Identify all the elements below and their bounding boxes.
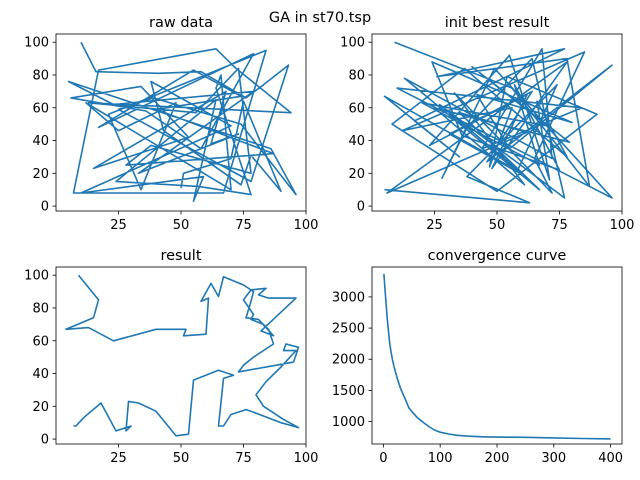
y-tick-label: 100 (340, 36, 365, 51)
y-tick-label: 40 (32, 134, 49, 149)
series-line (67, 41, 297, 202)
y-tick-label: 100 (24, 269, 49, 284)
y-tick-label: 80 (32, 68, 49, 83)
y-tick-label: 80 (32, 301, 49, 316)
x-tick-label: 50 (489, 218, 506, 233)
y-tick-label: 20 (32, 400, 49, 415)
subplot-1: 25 50 75 100 0 20 40 60 80 100 raw data (24, 15, 318, 233)
y-tick-label: 2000 (332, 353, 365, 368)
x-tick-label: 300 (541, 451, 566, 466)
series-line (65, 274, 300, 437)
subplot-4: 0 100 200 300 400 1000 1500 2000 2500 3000 converg… (332, 248, 623, 466)
y-tick-label: 1000 (332, 415, 365, 430)
y-tick-label: 40 (32, 367, 49, 382)
series-line (383, 273, 611, 440)
subplot-3: 25 50 75 100 0 20 40 60 80 100 result (24, 248, 318, 466)
y-tick-label: 60 (32, 334, 49, 349)
y-tick-label: 2500 (332, 322, 365, 337)
x-tick-label: 75 (235, 451, 252, 466)
x-tick-label: 25 (426, 218, 443, 233)
y-tick-label: 0 (41, 433, 49, 448)
y-tick-label: 1500 (332, 384, 365, 399)
x-tick-label: 50 (173, 451, 190, 466)
x-tick-label: 75 (551, 218, 568, 233)
y-tick-label: 40 (348, 134, 365, 149)
x-tick-label: 400 (598, 451, 623, 466)
x-tick-label: 50 (173, 218, 190, 233)
subplot-title: init best result (445, 15, 550, 31)
x-tick-label: 25 (110, 451, 127, 466)
x-tick-label: 25 (110, 218, 127, 233)
y-tick-label: 3000 (332, 290, 365, 305)
x-tick-label: 75 (235, 218, 252, 233)
figure-title: GA in st70.tsp (269, 10, 371, 26)
subplot-title: convergence curve (428, 248, 567, 264)
x-tick-label: 200 (485, 451, 510, 466)
y-tick-label: 60 (348, 101, 365, 116)
axes-frame (371, 266, 623, 445)
x-tick-label: 100 (610, 218, 635, 233)
y-tick-label: 20 (348, 167, 365, 182)
x-tick-label: 100 (294, 218, 319, 233)
x-tick-label: 100 (428, 451, 453, 466)
x-tick-label: 100 (294, 451, 319, 466)
x-tick-label: 0 (379, 451, 387, 466)
y-tick-label: 0 (357, 200, 365, 215)
series-line (383, 41, 613, 204)
subplot-2: 25 50 75 100 0 20 40 60 80 100 init best result (340, 15, 634, 233)
y-tick-label: 20 (32, 167, 49, 182)
y-tick-label: 0 (41, 200, 49, 215)
subplot-title: raw data (149, 15, 213, 31)
subplot-title: result (160, 248, 201, 264)
y-tick-label: 80 (348, 68, 365, 83)
y-tick-label: 60 (32, 101, 49, 116)
y-tick-label: 100 (24, 36, 49, 51)
